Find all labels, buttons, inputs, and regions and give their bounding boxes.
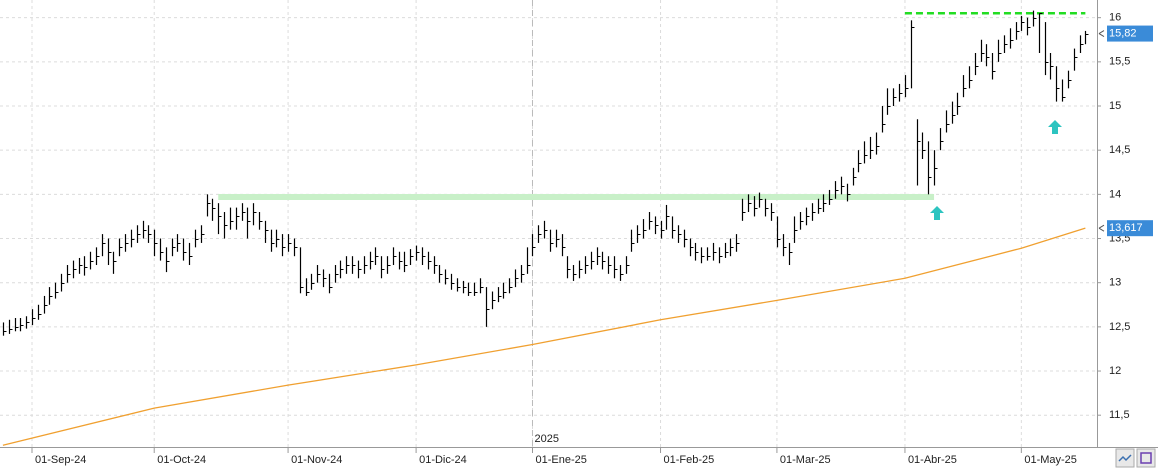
x-tick-label: 01-Nov-24 <box>291 454 342 466</box>
x-tick-label: 01-Abr-25 <box>908 454 957 466</box>
y-tick-label: 12,5 <box>1109 321 1130 333</box>
x-tick-label: 01-Mar-25 <box>780 454 831 466</box>
price-tag-label: 15,82 <box>1109 27 1137 39</box>
price-tag <box>1107 25 1153 42</box>
plot <box>2 10 1089 446</box>
y-tick-label: 12 <box>1109 365 1121 377</box>
x-tick-label: 01-Feb-25 <box>664 454 715 466</box>
y-tick-label: 15 <box>1109 100 1121 112</box>
save-button[interactable] <box>1136 448 1156 468</box>
y-tick-label: 13 <box>1109 277 1121 289</box>
x-tick-label: 01-Oct-24 <box>157 454 206 466</box>
zoom-icon <box>1118 454 1132 462</box>
y-tick-label: 15,5 <box>1109 56 1130 68</box>
y-tick-label: 14,5 <box>1109 144 1130 156</box>
y-tick-label: 14 <box>1109 188 1121 200</box>
y-tick-label: 16 <box>1109 12 1121 24</box>
price-tag-pointer <box>1098 224 1105 232</box>
x-tick-label: 01-Ene-25 <box>535 454 586 466</box>
price-tag-label: 13,617 <box>1109 222 1143 234</box>
x-tick-label: 01-Dic-24 <box>419 454 467 466</box>
moving-average <box>2 227 1086 446</box>
x-tick-label: 01-Sep-24 <box>35 454 86 466</box>
price-tag <box>1107 220 1153 237</box>
price-tag-pointer <box>1098 30 1105 37</box>
y-tick-label: 11,5 <box>1109 409 1130 421</box>
signal-arrow <box>930 206 944 220</box>
save-icon <box>1140 452 1152 464</box>
signal-arrow <box>1048 120 1062 134</box>
x-tick-label: 01-May-25 <box>1024 454 1077 466</box>
year-marker-label: 2025 <box>534 433 558 445</box>
